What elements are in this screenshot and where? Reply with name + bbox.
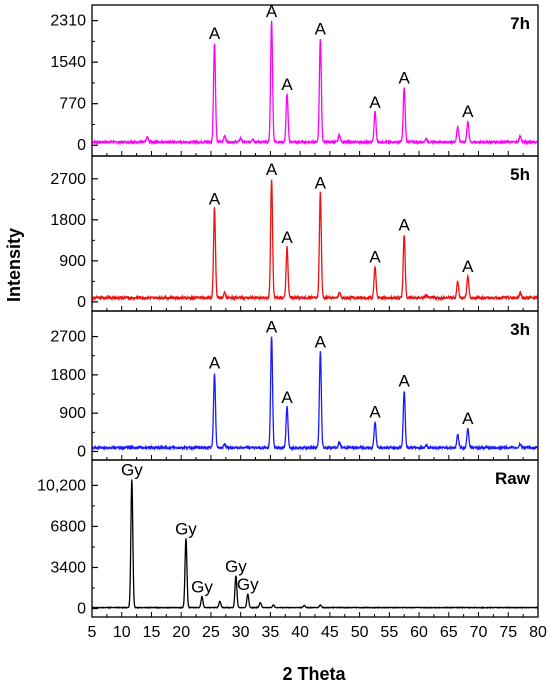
peak-annotation: A bbox=[462, 102, 474, 121]
peak-annotation: A bbox=[281, 388, 293, 407]
x-tick-label: 65 bbox=[440, 624, 458, 641]
peak-annotation: A bbox=[266, 2, 278, 21]
series-line-raw bbox=[92, 479, 538, 610]
y-tick-label: 0 bbox=[77, 601, 86, 618]
y-tick-label: 770 bbox=[59, 96, 86, 113]
x-tick-label: 30 bbox=[232, 624, 250, 641]
peak-annotation: A bbox=[369, 403, 381, 422]
y-tick-label: 2700 bbox=[50, 171, 86, 188]
y-tick-label: 6800 bbox=[50, 518, 86, 535]
peak-annotation: Gy bbox=[191, 577, 213, 596]
x-tick-label: 55 bbox=[380, 624, 398, 641]
peak-annotation: Gy bbox=[237, 575, 259, 594]
y-tick-label: 0 bbox=[77, 137, 86, 154]
x-axis-ticks: 5 10 15 20 25 30 35 40 45 50 55 60 65 70 75 80 bbox=[88, 624, 547, 641]
x-tick-label: 40 bbox=[291, 624, 309, 641]
peak-annotation: A bbox=[209, 189, 221, 208]
series-line-5h bbox=[91, 179, 539, 302]
peak-annotation: A bbox=[369, 93, 381, 112]
panel-label: 7h bbox=[510, 14, 530, 33]
x-tick-label: 50 bbox=[351, 624, 369, 641]
y-tick-label: 1800 bbox=[50, 212, 86, 229]
peak-annotation: A bbox=[462, 409, 474, 428]
y-tick-label: 2310 bbox=[50, 13, 86, 30]
y-tick-label: 900 bbox=[59, 405, 86, 422]
panel-label: Raw bbox=[495, 469, 531, 488]
series-line-7h bbox=[92, 20, 538, 146]
x-tick-label: 25 bbox=[202, 624, 220, 641]
y-tick-label: 0 bbox=[77, 294, 86, 311]
peak-annotation: Gy bbox=[225, 557, 247, 576]
peak-annotation: A bbox=[399, 215, 411, 234]
peak-annotation: A bbox=[209, 24, 221, 43]
x-tick-label: 35 bbox=[262, 624, 280, 641]
peak-annotation: A bbox=[315, 19, 327, 38]
peak-annotation: A bbox=[315, 173, 327, 192]
x-tick-label: 45 bbox=[321, 624, 339, 641]
peak-annotation: A bbox=[209, 354, 221, 373]
peak-annotation: Gy bbox=[121, 460, 143, 479]
panels-layer: 077015402310AAAAAAA7h090018002700AAAAAAA… bbox=[37, 2, 539, 618]
peak-annotation: A bbox=[281, 228, 293, 247]
y-tick-label: 0 bbox=[77, 443, 86, 460]
y-tick-label: 3400 bbox=[50, 559, 86, 576]
x-tick-label: 10 bbox=[113, 624, 131, 641]
x-tick-label: 20 bbox=[172, 624, 190, 641]
y-tick-label: 1800 bbox=[50, 367, 86, 384]
peak-annotation: A bbox=[266, 318, 278, 337]
peak-annotation: A bbox=[399, 372, 411, 391]
panel-label: 5h bbox=[510, 165, 530, 184]
peak-annotation: A bbox=[462, 257, 474, 276]
peak-annotation: Gy bbox=[175, 520, 197, 539]
y-tick-label: 2700 bbox=[50, 329, 86, 346]
peak-annotation: A bbox=[369, 247, 381, 266]
x-tick-label: 80 bbox=[529, 624, 547, 641]
peak-annotation: A bbox=[266, 160, 278, 179]
y-tick-label: 10,200 bbox=[37, 477, 86, 494]
peak-annotation: A bbox=[399, 69, 411, 88]
panel-frame bbox=[91, 459, 539, 618]
series-line-3h bbox=[91, 336, 538, 452]
x-tick-label: 5 bbox=[88, 624, 97, 641]
x-tick-label: 70 bbox=[470, 624, 488, 641]
y-tick-label: 1540 bbox=[50, 54, 86, 71]
panel-label: 3h bbox=[510, 320, 530, 339]
y-tick-label: 900 bbox=[59, 253, 86, 270]
y-axis-title: Intensity bbox=[4, 228, 24, 302]
x-tick-label: 75 bbox=[499, 624, 517, 641]
peak-annotation: A bbox=[315, 332, 327, 351]
x-axis-title: 2 Theta bbox=[282, 664, 346, 684]
x-tick-label: 15 bbox=[143, 624, 161, 641]
peak-annotation: A bbox=[281, 75, 293, 94]
x-tick-label: 60 bbox=[410, 624, 428, 641]
